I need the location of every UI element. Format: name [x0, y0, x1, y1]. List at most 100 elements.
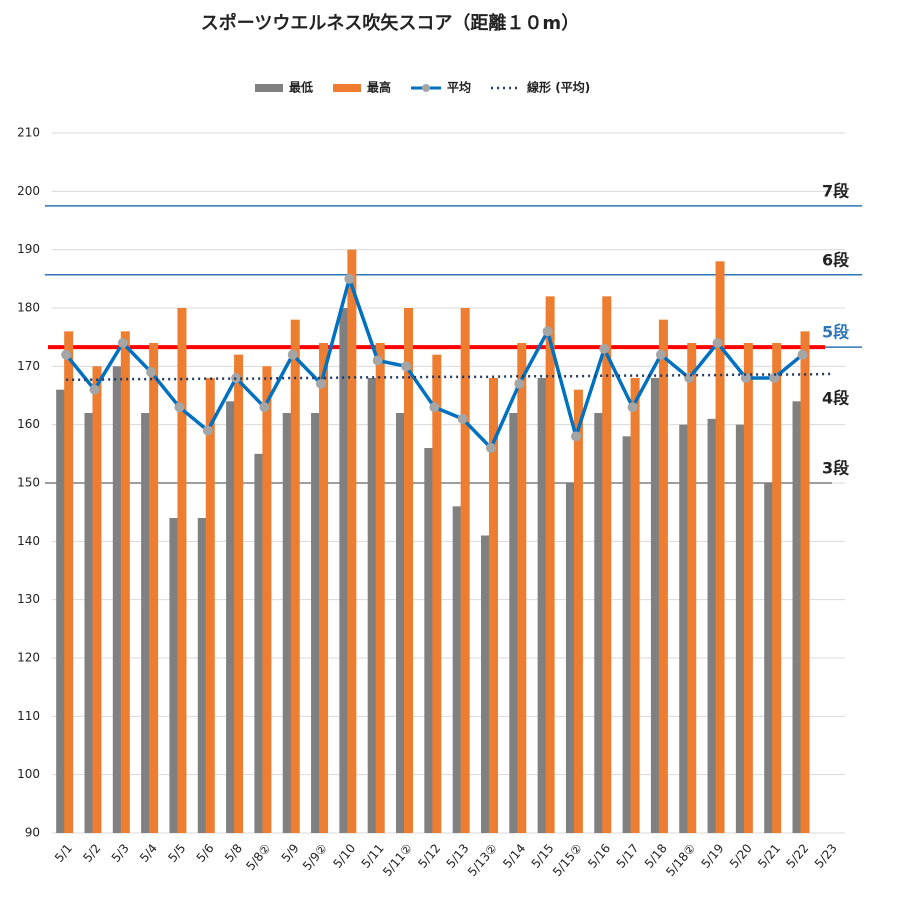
legend-label: 最低	[289, 80, 313, 95]
bar	[650, 378, 660, 833]
x-tick-label: 5/10	[330, 841, 358, 871]
x-tick-label: 5/6	[194, 841, 217, 865]
bar	[517, 343, 527, 833]
bar	[197, 518, 207, 833]
average-marker	[401, 361, 412, 372]
legend-label: 平均	[447, 80, 471, 95]
x-tick-label: 5/22	[783, 841, 811, 871]
bar	[452, 506, 462, 833]
bar	[396, 413, 406, 833]
x-tick-label: 5/17	[614, 841, 642, 871]
average-marker	[174, 402, 185, 413]
y-tick-label: 140	[17, 534, 40, 548]
bar	[282, 413, 292, 833]
bar	[290, 319, 300, 834]
average-marker	[570, 431, 581, 442]
y-tick-label: 130	[17, 592, 40, 606]
x-tick-label: 5/19	[698, 841, 726, 871]
average-marker	[259, 402, 270, 413]
x-tick-label: 5/18②	[663, 841, 698, 879]
bar	[205, 378, 215, 833]
bar	[262, 366, 272, 833]
y-tick-label: 190	[17, 242, 40, 256]
bar	[630, 378, 640, 833]
y-tick-label: 200	[17, 184, 40, 198]
x-tick-label: 5/9	[279, 841, 302, 865]
y-tick-label: 120	[17, 651, 40, 665]
bar	[432, 354, 442, 833]
average-marker	[457, 413, 468, 424]
average-marker	[712, 338, 723, 348]
bar	[764, 483, 774, 833]
average-marker	[61, 349, 72, 360]
x-tick-label: 5/13②	[465, 841, 500, 879]
x-tick-label: 5/14	[500, 841, 528, 871]
bar	[254, 453, 264, 833]
average-marker	[542, 326, 553, 337]
average-marker	[372, 355, 383, 366]
legend-label: 最高	[367, 80, 391, 95]
average-marker	[202, 425, 213, 436]
bar	[594, 413, 604, 833]
bar	[404, 308, 414, 833]
y-tick-label: 90	[25, 826, 40, 840]
bar	[800, 331, 810, 833]
bar	[367, 378, 377, 833]
y-tick-label: 150	[17, 476, 40, 490]
x-tick-label: 5/3	[109, 841, 132, 865]
bar	[339, 308, 349, 833]
bar	[177, 308, 187, 833]
bar	[347, 249, 357, 833]
bar	[169, 518, 179, 833]
bar	[424, 448, 434, 833]
x-tick-label: 5/16	[585, 841, 613, 871]
bar	[234, 354, 244, 833]
x-tick-label: 5/15②	[550, 841, 585, 879]
average-marker	[429, 402, 440, 413]
bar	[92, 366, 102, 833]
x-tick-label: 5/21	[755, 841, 783, 871]
bar	[545, 296, 555, 833]
reference-label: 5段	[822, 323, 850, 342]
bar	[509, 413, 519, 833]
bar	[537, 378, 547, 833]
average-marker	[797, 349, 808, 360]
y-tick-label: 100	[17, 767, 40, 781]
chart-title: スポーツウエルネス吹矢スコア（距離１０m）	[201, 12, 579, 34]
y-tick-label: 110	[17, 709, 40, 723]
legend-label: 線形 (平均)	[527, 80, 590, 95]
average-marker	[599, 343, 610, 354]
bar	[687, 343, 697, 833]
average-marker	[344, 273, 355, 284]
x-tick-label: 5/23	[812, 841, 840, 871]
bar	[735, 424, 745, 833]
y-tick-label: 170	[17, 359, 40, 373]
legend-swatch	[333, 84, 362, 92]
bar	[715, 261, 725, 833]
average-marker	[89, 384, 100, 395]
bar	[226, 401, 236, 833]
legend-marker	[422, 84, 431, 92]
x-tick-label: 5/1	[52, 841, 75, 865]
average-marker	[740, 373, 751, 383]
reference-label: 7段	[822, 181, 850, 200]
y-tick-label: 160	[17, 417, 40, 431]
x-tick-label: 5/2	[80, 841, 103, 865]
average-marker	[769, 373, 780, 383]
reference-label: 4段	[822, 389, 850, 408]
x-tick-label: 5/5	[165, 841, 188, 865]
y-tick-label: 210	[17, 126, 40, 140]
average-marker	[117, 338, 128, 348]
bar	[64, 331, 74, 833]
bar	[743, 343, 753, 833]
average-marker	[287, 349, 298, 360]
reference-label: 6段	[822, 250, 850, 269]
bar	[707, 418, 717, 833]
x-tick-label: 5/8②	[243, 841, 273, 873]
bar	[311, 413, 321, 833]
x-tick-label: 5/20	[727, 841, 755, 871]
bar	[679, 424, 689, 833]
x-tick-label: 5/8	[222, 841, 245, 865]
bar	[488, 378, 498, 833]
